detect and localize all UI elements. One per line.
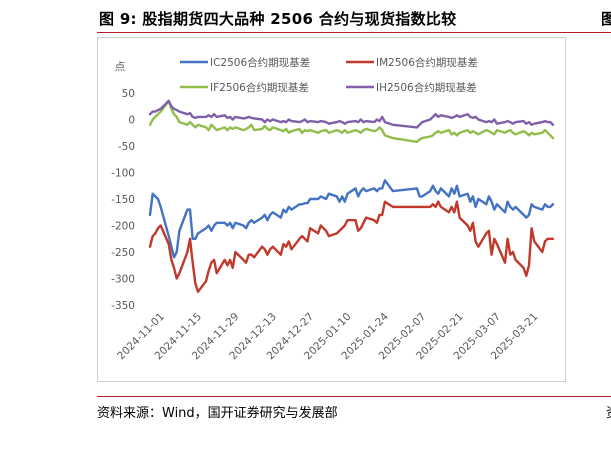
y-tick-label: -250: [111, 247, 135, 259]
series-line-2: [148, 99, 555, 144]
y-tick-label: 0: [128, 115, 135, 127]
next-source-fragment: 资: [606, 402, 611, 421]
series-line-3: [148, 99, 555, 129]
source-note: 资料来源：Wind，国开证券研究与发展部: [97, 406, 338, 421]
y-tick-label: -150: [111, 194, 135, 206]
x-axis: 2024-11-012024-11-152024-11-292024-12-13…: [115, 310, 540, 362]
title-rule: [97, 32, 611, 33]
series-lines: [148, 99, 555, 294]
figure-title: 图 9: 股指期货四大品种 2506 合约与现货指数比较: [99, 10, 457, 28]
y-tick-label: -350: [111, 300, 135, 312]
legend-label-3: IH2506合约期现基差: [376, 81, 477, 94]
y-tick-label: -200: [111, 221, 135, 233]
y-tick-label: 50: [122, 88, 135, 100]
chart-frame: IC2506合约期现基差 IM2506合约期现基差 IF2506合约期现基差 IH25…: [97, 37, 566, 382]
source-rule: [97, 396, 611, 397]
legend-label-1: IM2506合约期现基差: [376, 56, 478, 69]
y-tick-label: -50: [118, 141, 135, 153]
next-figure-title-fragment: 图: [601, 10, 611, 28]
basis-line-chart: IC2506合约期现基差 IM2506合约期现基差 IF2506合约期现基差 IH25…: [111, 56, 555, 362]
y-axis: 点 50 0 -50 -100 -150 -200 -250 -300 -350: [111, 61, 135, 312]
chart-legend: IC2506合约期现基差 IM2506合约期现基差 IF2506合约期现基差 IH25…: [180, 56, 478, 94]
y-tick-label: -100: [111, 168, 135, 180]
y-axis-label: 点: [115, 61, 126, 73]
legend-label-0: IC2506合约期现基差: [210, 56, 310, 69]
series-line-1: [148, 200, 555, 294]
legend-label-2: IF2506合约期现基差: [210, 81, 309, 94]
y-tick-label: -300: [111, 274, 135, 286]
series-line-0: [148, 179, 555, 259]
